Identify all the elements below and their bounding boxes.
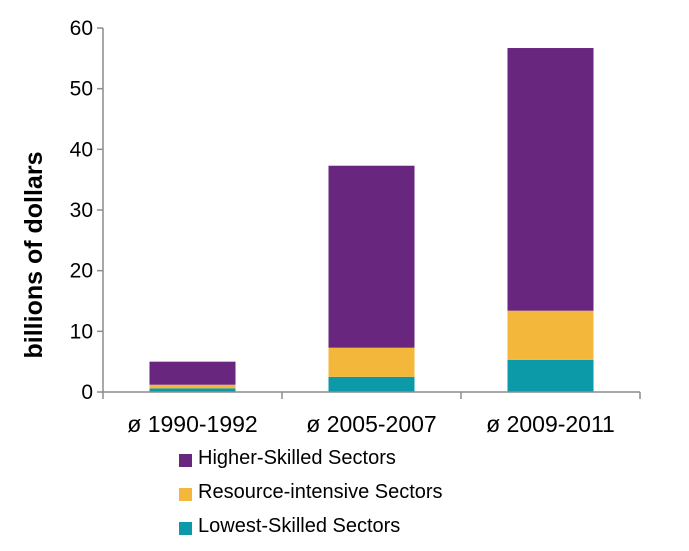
y-tick-label: 10: [70, 320, 93, 343]
bar-segment: [507, 310, 594, 360]
y-tick-label: 60: [70, 17, 93, 40]
x-tick-label: ø 2005-2007: [306, 411, 436, 437]
x-axis-ticks: [102, 392, 641, 399]
bar-segment: [507, 48, 594, 311]
legend-swatch-higher-skilled: [179, 454, 192, 467]
bar-segment: [149, 388, 236, 392]
y-tick-label: 30: [70, 199, 93, 222]
legend-label-higher-skilled: Higher-Skilled Sectors: [198, 447, 396, 469]
bar-segment: [149, 361, 236, 385]
y-tick-label: 40: [70, 138, 93, 161]
bars: [149, 48, 594, 392]
x-tick-label: ø 1990-1992: [127, 411, 257, 437]
y-tick-label: 50: [70, 78, 93, 101]
y-axis-title: billions of dollars: [20, 152, 48, 359]
y-axis-ticks: 0 10 20 30 40 50 60: [70, 17, 103, 404]
bar-segment: [328, 376, 415, 392]
x-axis-labels: ø 1990-1992 ø 2005-2007 ø 2009-2011: [127, 411, 615, 437]
bar-segment: [149, 384, 236, 389]
legend-label-lowest-skilled: Lowest-Skilled Sectors: [198, 515, 401, 537]
legend-swatch-resource-intensive: [179, 488, 192, 501]
legend-label-resource-intensive: Resource-intensive Sectors: [198, 481, 443, 503]
bar-segment: [507, 359, 594, 392]
y-tick-label: 20: [70, 260, 93, 283]
x-tick-label: ø 2009-2011: [486, 411, 615, 437]
legend-swatch-lowest-skilled: [179, 522, 192, 535]
bar-segment: [328, 165, 415, 348]
bar-segment: [328, 347, 415, 377]
y-tick-label: 0: [81, 381, 93, 404]
